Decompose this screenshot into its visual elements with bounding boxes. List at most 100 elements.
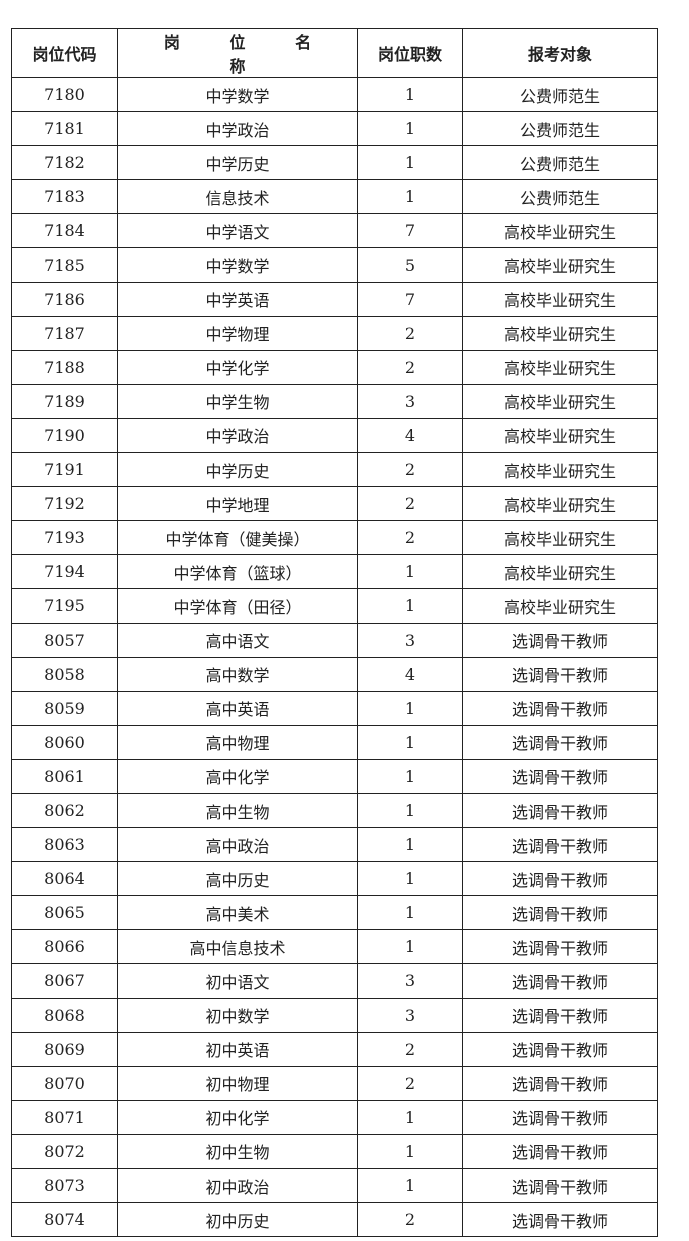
table-row: 7187 中学物理 2 高校毕业研究生 [11, 315, 658, 351]
cell-code: 7183 [11, 179, 118, 215]
cell-name: 中学数学 [117, 247, 358, 283]
table-row: 8067 初中语文 3 选调骨干教师 [11, 963, 658, 999]
cell-code: 7189 [11, 383, 118, 419]
cell-code: 7182 [11, 145, 118, 181]
cell-count: 7 [357, 213, 463, 249]
cell-code: 7190 [11, 417, 118, 454]
cell-target: 选调骨干教师 [462, 656, 658, 692]
cell-count: 2 [357, 1202, 463, 1238]
cell-count: 2 [357, 1031, 463, 1067]
cell-name: 高中历史 [117, 861, 358, 897]
cell-code: 8059 [11, 690, 118, 726]
positions-table: 岗位代码 岗 位 名 称 岗位职数 报考对象 7180 中学数学 1 公费师范生 718… [11, 28, 658, 1238]
table-row: 7185 中学数学 5 高校毕业研究生 [11, 247, 658, 283]
cell-target: 高校毕业研究生 [462, 588, 658, 624]
cell-target: 高校毕业研究生 [462, 247, 658, 283]
cell-count: 3 [357, 383, 463, 419]
cell-code: 7181 [11, 111, 118, 147]
cell-name: 中学历史 [117, 452, 358, 488]
cell-count: 1 [357, 554, 463, 590]
cell-count: 1 [357, 690, 463, 726]
cell-name: 高中生物 [117, 792, 358, 829]
table-row: 7194 中学体育（篮球） 1 高校毕业研究生 [11, 554, 658, 590]
table-row: 8070 初中物理 2 选调骨干教师 [11, 1065, 658, 1101]
cell-count: 1 [357, 588, 463, 624]
cell-name: 高中英语 [117, 690, 358, 726]
cell-code: 8066 [11, 929, 118, 965]
cell-code: 7184 [11, 213, 118, 249]
cell-target: 选调骨干教师 [462, 690, 658, 726]
cell-name: 中学体育（篮球） [117, 554, 358, 590]
cell-count: 1 [357, 895, 463, 931]
table-row: 8065 高中美术 1 选调骨干教师 [11, 895, 658, 931]
table-row: 8062 高中生物 1 选调骨干教师 [11, 792, 658, 829]
cell-count: 3 [357, 997, 463, 1033]
cell-code: 8060 [11, 724, 118, 760]
table-row: 8057 高中语文 3 选调骨干教师 [11, 622, 658, 658]
cell-target: 选调骨干教师 [462, 758, 658, 794]
cell-target: 选调骨干教师 [462, 1167, 658, 1204]
cell-target: 公费师范生 [462, 76, 658, 113]
table-row: 7182 中学历史 1 公费师范生 [11, 145, 658, 181]
cell-target: 高校毕业研究生 [462, 452, 658, 488]
cell-name: 高中语文 [117, 622, 358, 658]
cell-name: 中学体育（田径） [117, 588, 358, 624]
table-row: 8061 高中化学 1 选调骨干教师 [11, 758, 658, 794]
cell-code: 8074 [11, 1202, 118, 1238]
cell-count: 1 [357, 145, 463, 181]
cell-target: 选调骨干教师 [462, 929, 658, 965]
cell-target: 高校毕业研究生 [462, 349, 658, 385]
cell-name: 初中物理 [117, 1065, 358, 1101]
cell-code: 8063 [11, 827, 118, 863]
cell-target: 选调骨干教师 [462, 1031, 658, 1067]
cell-name: 中学物理 [117, 315, 358, 351]
cell-code: 7180 [11, 76, 118, 113]
cell-count: 2 [357, 315, 463, 351]
cell-code: 7195 [11, 588, 118, 624]
cell-target: 高校毕业研究生 [462, 486, 658, 522]
cell-target: 公费师范生 [462, 145, 658, 181]
table-row: 7195 中学体育（田径） 1 高校毕业研究生 [11, 588, 658, 624]
cell-name: 初中政治 [117, 1167, 358, 1204]
cell-name: 中学政治 [117, 111, 358, 147]
cell-code: 7188 [11, 349, 118, 385]
table-row: 8072 初中生物 1 选调骨干教师 [11, 1133, 658, 1170]
header-code: 岗位代码 [11, 28, 118, 78]
cell-count: 7 [357, 281, 463, 317]
cell-name: 高中信息技术 [117, 929, 358, 965]
table-row: 7180 中学数学 1 公费师范生 [11, 76, 658, 113]
cell-name: 中学历史 [117, 145, 358, 181]
table-row: 8060 高中物理 1 选调骨干教师 [11, 724, 658, 760]
cell-count: 1 [357, 827, 463, 863]
table-row: 8069 初中英语 2 选调骨干教师 [11, 1031, 658, 1067]
cell-target: 高校毕业研究生 [462, 315, 658, 351]
table-row: 7181 中学政治 1 公费师范生 [11, 111, 658, 147]
cell-count: 2 [357, 452, 463, 488]
cell-target: 高校毕业研究生 [462, 213, 658, 249]
table-row: 7186 中学英语 7 高校毕业研究生 [11, 281, 658, 317]
cell-count: 1 [357, 929, 463, 965]
cell-count: 2 [357, 486, 463, 522]
cell-name: 中学地理 [117, 486, 358, 522]
cell-count: 1 [357, 861, 463, 897]
cell-target: 公费师范生 [462, 179, 658, 215]
table-row: 7190 中学政治 4 高校毕业研究生 [11, 417, 658, 454]
cell-target: 选调骨干教师 [462, 861, 658, 897]
cell-target: 公费师范生 [462, 111, 658, 147]
cell-count: 4 [357, 656, 463, 692]
cell-name: 初中英语 [117, 1031, 358, 1067]
cell-code: 8062 [11, 792, 118, 829]
cell-name: 高中数学 [117, 656, 358, 692]
table-row: 7183 信息技术 1 公费师范生 [11, 179, 658, 215]
header-target: 报考对象 [462, 28, 658, 78]
cell-code: 7192 [11, 486, 118, 522]
cell-target: 选调骨干教师 [462, 963, 658, 999]
cell-name: 高中政治 [117, 827, 358, 863]
header-name: 岗 位 名 称 [117, 28, 358, 78]
cell-target: 高校毕业研究生 [462, 281, 658, 317]
cell-count: 4 [357, 417, 463, 454]
cell-target: 高校毕业研究生 [462, 383, 658, 419]
table-row: 8058 高中数学 4 选调骨干教师 [11, 656, 658, 692]
table-row: 8071 初中化学 1 选调骨干教师 [11, 1099, 658, 1135]
cell-name: 初中历史 [117, 1202, 358, 1238]
